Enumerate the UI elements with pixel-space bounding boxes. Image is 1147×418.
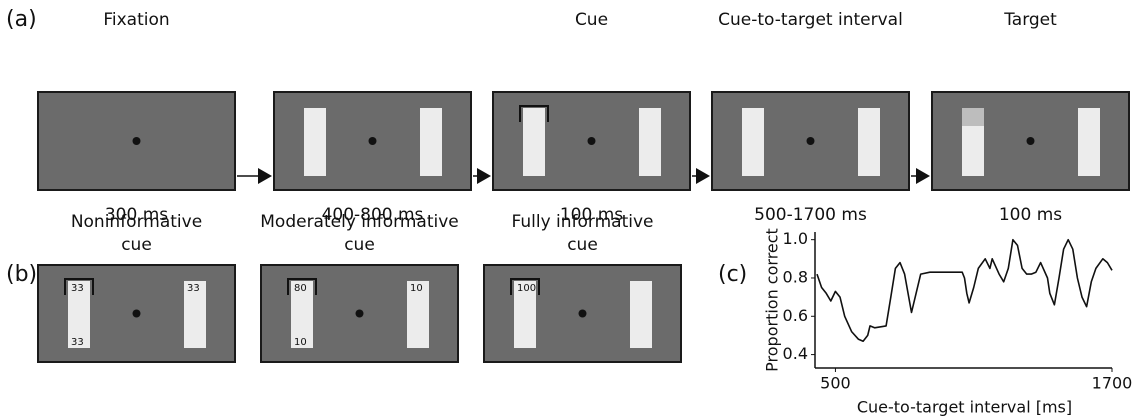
- fixation-dot: [368, 137, 377, 145]
- placeholder: [630, 281, 652, 348]
- cue-validity: 33: [187, 283, 200, 294]
- cue-type: cue: [567, 235, 598, 255]
- placeholder: [742, 108, 764, 176]
- duration: 400-800 ms: [322, 205, 424, 225]
- panel-label: (c): [718, 262, 747, 287]
- x-tick-label: 500: [820, 374, 851, 393]
- fixation-dot: [587, 137, 596, 145]
- cue-validity: 33: [71, 337, 84, 348]
- cue-type: Fully informative: [512, 212, 654, 232]
- fixation-dot: [578, 309, 587, 318]
- frame-title: Cue: [575, 10, 608, 30]
- cue-type: cue: [344, 235, 375, 255]
- duration: 100 ms: [999, 205, 1062, 225]
- cue-bracket: [287, 278, 317, 295]
- cue-type: cue: [121, 235, 152, 255]
- x-tick-label: 1700: [1092, 374, 1133, 393]
- cue-bracket: [510, 278, 540, 295]
- arrow-head: [258, 168, 272, 184]
- cue-type: Moderately informative: [260, 212, 459, 232]
- cue-validity: 33: [71, 283, 84, 294]
- frame-title: Cue-to-target interval: [718, 10, 903, 30]
- y-tick-label: 0.6: [783, 306, 808, 325]
- placeholder: [68, 281, 90, 348]
- duration: 300 ms: [105, 205, 168, 225]
- fixation-dot: [806, 137, 815, 145]
- placeholder: [184, 281, 206, 348]
- fixation-dot: [132, 309, 141, 318]
- cue-bracket: [519, 105, 549, 122]
- placeholder: [407, 281, 429, 348]
- duration: 500-1700 ms: [754, 205, 867, 225]
- cue-validity: 10: [294, 337, 307, 348]
- cue-bracket: [64, 278, 94, 295]
- arrow-head: [696, 168, 710, 184]
- target: [962, 108, 984, 126]
- placeholder: [1078, 108, 1100, 176]
- placeholder: [639, 108, 661, 176]
- y-tick-label: 1.0: [783, 229, 808, 248]
- y-tick-label: 0.8: [783, 267, 808, 286]
- fixation-dot: [132, 137, 141, 145]
- duration: 100 ms: [560, 205, 623, 225]
- placeholder: [523, 108, 545, 176]
- placeholder: [514, 281, 536, 348]
- cue-validity: 100: [517, 283, 536, 294]
- arrow-head: [477, 168, 491, 184]
- cue-validity: 80: [294, 283, 307, 294]
- cue-type: Noninformative: [71, 212, 202, 232]
- placeholder: [291, 281, 313, 348]
- panel-label: (a): [6, 7, 37, 32]
- panel-label: (b): [6, 262, 37, 287]
- fixation-dot: [1026, 137, 1035, 145]
- y-tick-label: 0.4: [783, 344, 808, 363]
- frame-title: Target: [1003, 10, 1057, 30]
- placeholder: [420, 108, 442, 176]
- cue-validity: 10: [410, 283, 423, 294]
- placeholder: [858, 108, 880, 176]
- fixation-dot: [355, 309, 364, 318]
- x-axis-title: Cue-to-target interval [ms]: [857, 398, 1072, 417]
- data-line: [816, 238, 1113, 342]
- placeholder: [304, 108, 326, 176]
- y-axis-title: Proportion correct: [763, 228, 782, 372]
- frame-title: Fixation: [103, 10, 169, 30]
- arrow-head: [916, 168, 930, 184]
